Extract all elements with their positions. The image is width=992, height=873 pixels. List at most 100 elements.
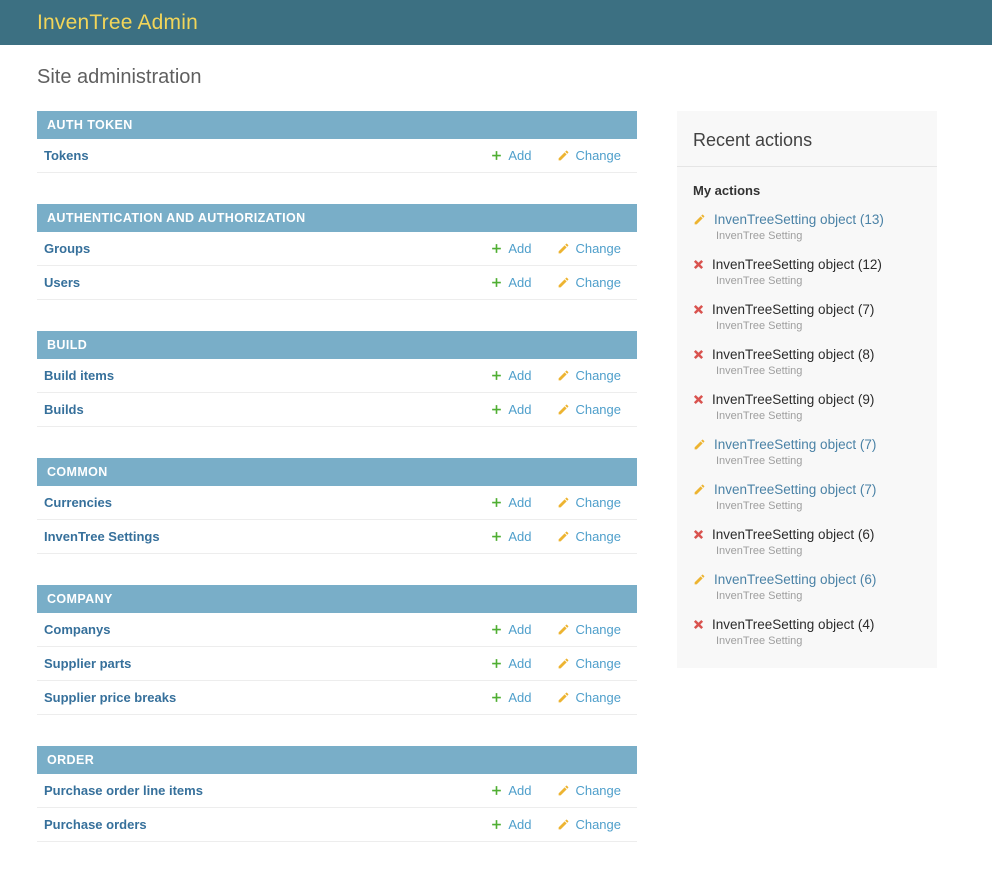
- change-label: Change: [575, 656, 621, 671]
- change-link[interactable]: Change: [557, 241, 621, 256]
- plus-icon: [490, 623, 503, 636]
- plus-icon: [490, 657, 503, 670]
- add-link[interactable]: Add: [490, 529, 531, 544]
- model-row: Groups Add Change: [37, 232, 637, 266]
- model-link[interactable]: Currencies: [44, 495, 112, 510]
- module-title: COMPANY: [37, 585, 637, 613]
- model-row: Companys Add Change: [37, 613, 637, 647]
- change-link[interactable]: Change: [557, 148, 621, 163]
- change-label: Change: [575, 402, 621, 417]
- plus-icon: [490, 784, 503, 797]
- change-label: Change: [575, 275, 621, 290]
- model-row: Supplier parts Add Change: [37, 647, 637, 681]
- recent-actions-panel: Recent actions My actions InvenTreeSetti…: [677, 111, 937, 668]
- change-label: Change: [575, 368, 621, 383]
- model-link[interactable]: Builds: [44, 402, 84, 417]
- add-link[interactable]: Add: [490, 368, 531, 383]
- action-object-label[interactable]: InvenTreeSetting object (7): [714, 482, 877, 497]
- change-link[interactable]: Change: [557, 529, 621, 544]
- action-model-type: InvenTree Setting: [716, 635, 803, 647]
- recent-action-item: InvenTreeSetting object (6) InvenTree Se…: [693, 564, 921, 609]
- model-link[interactable]: Groups: [44, 241, 91, 256]
- add-label: Add: [508, 275, 532, 290]
- admin-module: AUTH TOKEN Tokens Add Change: [37, 111, 637, 173]
- model-row: Build items Add Change: [37, 359, 637, 393]
- add-link[interactable]: Add: [490, 817, 531, 832]
- add-label: Add: [508, 656, 532, 671]
- module-rows: Groups Add Change Users Add: [37, 232, 637, 300]
- pencil-icon: [557, 784, 570, 797]
- change-link[interactable]: Change: [557, 656, 621, 671]
- model-link[interactable]: Supplier parts: [44, 656, 132, 671]
- plus-icon: [490, 242, 503, 255]
- model-list: AUTH TOKEN Tokens Add Change AUTHENTICAT…: [37, 111, 637, 873]
- change-link[interactable]: Change: [557, 783, 621, 798]
- change-label: Change: [575, 783, 621, 798]
- action-object-label[interactable]: InvenTreeSetting object (6): [714, 572, 877, 587]
- action-object-label[interactable]: InvenTreeSetting object (7): [714, 437, 877, 452]
- row-actions: Add Change: [490, 817, 621, 832]
- model-row: Purchase order line items Add Change: [37, 774, 637, 808]
- app-title: InvenTree Admin: [37, 10, 198, 34]
- pencil-icon: [557, 623, 570, 636]
- add-link[interactable]: Add: [490, 402, 531, 417]
- admin-module: BUILD Build items Add Change Builds: [37, 331, 637, 427]
- action-model-type: InvenTree Setting: [716, 230, 803, 242]
- add-link[interactable]: Add: [490, 656, 531, 671]
- model-link[interactable]: Tokens: [44, 148, 89, 163]
- add-link[interactable]: Add: [490, 622, 531, 637]
- row-actions: Add Change: [490, 690, 621, 705]
- add-link[interactable]: Add: [490, 241, 531, 256]
- add-link[interactable]: Add: [490, 148, 531, 163]
- action-model-type: InvenTree Setting: [716, 320, 803, 332]
- add-label: Add: [508, 622, 532, 637]
- change-label: Change: [575, 529, 621, 544]
- add-link[interactable]: Add: [490, 783, 531, 798]
- action-object-label: InvenTreeSetting object (4): [712, 617, 875, 632]
- change-label: Change: [575, 690, 621, 705]
- recent-action-item: InvenTreeSetting object (6) InvenTree Se…: [693, 519, 921, 564]
- change-link[interactable]: Change: [557, 622, 621, 637]
- add-label: Add: [508, 368, 532, 383]
- model-link[interactable]: Build items: [44, 368, 115, 383]
- model-link[interactable]: Companys: [44, 622, 111, 637]
- change-link[interactable]: Change: [557, 690, 621, 705]
- recent-actions-title: Recent actions: [677, 111, 937, 167]
- model-row: Supplier price breaks Add Change: [37, 681, 637, 715]
- model-link[interactable]: Purchase orders: [44, 817, 147, 832]
- add-link[interactable]: Add: [490, 275, 531, 290]
- change-label: Change: [575, 241, 621, 256]
- add-link[interactable]: Add: [490, 690, 531, 705]
- pencil-icon: [557, 403, 570, 416]
- pencil-icon: [693, 483, 706, 496]
- change-link[interactable]: Change: [557, 495, 621, 510]
- change-link[interactable]: Change: [557, 368, 621, 383]
- cross-icon: [693, 259, 704, 270]
- row-actions: Add Change: [490, 783, 621, 798]
- action-object-label[interactable]: InvenTreeSetting object (13): [714, 212, 884, 227]
- action-line: InvenTreeSetting object (9): [693, 391, 921, 408]
- pencil-icon: [693, 573, 706, 586]
- action-line: InvenTreeSetting object (6): [693, 571, 921, 588]
- action-object-label: InvenTreeSetting object (7): [712, 302, 875, 317]
- model-link[interactable]: InvenTree Settings: [44, 529, 160, 544]
- add-label: Add: [508, 148, 532, 163]
- action-line: InvenTreeSetting object (7): [693, 301, 921, 318]
- row-actions: Add Change: [490, 148, 621, 163]
- change-link[interactable]: Change: [557, 275, 621, 290]
- pencil-icon: [557, 530, 570, 543]
- action-line: InvenTreeSetting object (13): [693, 211, 921, 228]
- pencil-icon: [557, 149, 570, 162]
- row-actions: Add Change: [490, 622, 621, 637]
- plus-icon: [490, 691, 503, 704]
- add-link[interactable]: Add: [490, 495, 531, 510]
- cross-icon: [693, 304, 704, 315]
- model-link[interactable]: Purchase order line items: [44, 783, 203, 798]
- model-row: Purchase orders Add Change: [37, 808, 637, 842]
- change-label: Change: [575, 148, 621, 163]
- change-link[interactable]: Change: [557, 817, 621, 832]
- model-link[interactable]: Users: [44, 275, 81, 290]
- change-link[interactable]: Change: [557, 402, 621, 417]
- model-link[interactable]: Supplier price breaks: [44, 690, 177, 705]
- recent-action-item: InvenTreeSetting object (8) InvenTree Se…: [693, 339, 921, 384]
